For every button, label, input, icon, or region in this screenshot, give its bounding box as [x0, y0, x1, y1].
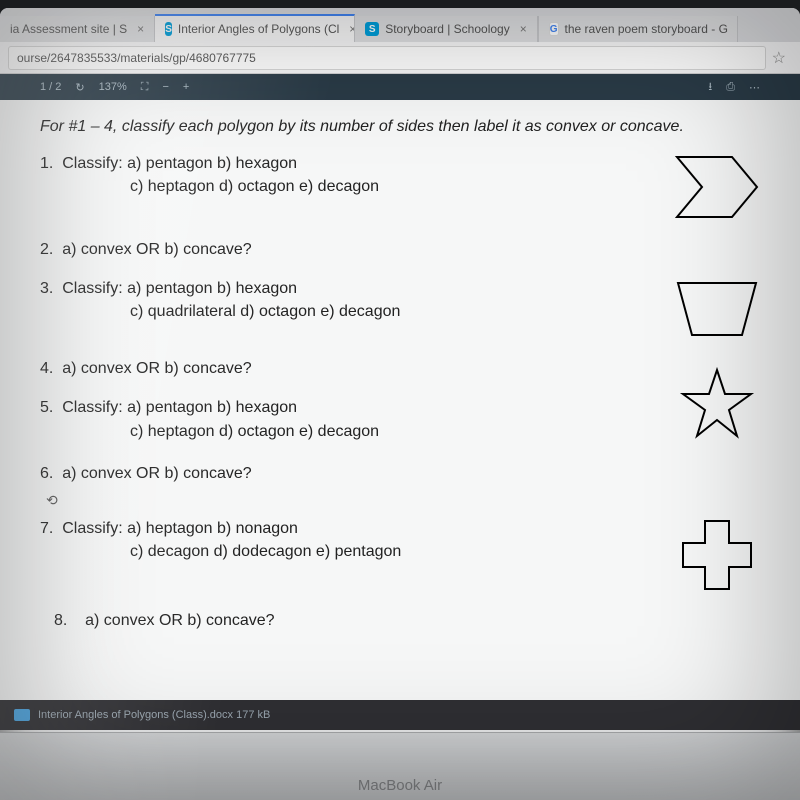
tab-label: Storyboard | Schoology	[385, 22, 510, 36]
tab-storyboard[interactable]: S Storyboard | Schoology ×	[355, 16, 538, 42]
question-3: 3. Classify: a) pentagon b) hexagon c) q…	[40, 277, 662, 323]
fit-icon[interactable]: ⛶	[141, 81, 149, 94]
folder-icon	[14, 709, 30, 721]
schoology-icon: S	[165, 22, 172, 36]
question-5: 5. Classify: a) pentagon b) hexagon c) h…	[40, 396, 662, 442]
laptop-bezel: MacBook Air	[0, 732, 800, 800]
tab-label: Interior Angles of Polygons (Cl	[178, 22, 339, 36]
instructions-text: For #1 – 4, classify each polygon by its…	[40, 118, 772, 136]
url-input[interactable]: ourse/2647835533/materials/gp/4680767775	[8, 46, 766, 70]
print-icon[interactable]: ⎙	[726, 81, 735, 94]
screen: ia Assessment site | S × S Interior Angl…	[0, 8, 800, 800]
question-4: 4. a) convex OR b) concave?	[40, 357, 662, 380]
question-7: 7. Classify: a) heptagon b) nonagon c) d…	[40, 517, 662, 563]
polygon-arrow	[662, 152, 772, 222]
schoology-icon: S	[365, 22, 379, 36]
question-2: 2. a) convex OR b) concave?	[40, 238, 662, 261]
question-8: 8. a) convex OR b) concave?	[40, 609, 662, 632]
laptop-model: MacBook Air	[358, 777, 442, 794]
question-1: 1. Classify: a) pentagon b) hexagon c) h…	[40, 152, 662, 198]
download-filename[interactable]: Interior Angles of Polygons (Class).docx…	[38, 709, 270, 721]
refresh-icon[interactable]: ⟲	[46, 492, 772, 509]
google-icon: G	[549, 22, 559, 36]
zoom-out-icon[interactable]: −	[162, 81, 168, 93]
close-icon[interactable]: ×	[520, 22, 527, 36]
browser-tabs: ia Assessment site | S × S Interior Angl…	[0, 8, 800, 42]
rotate-icon[interactable]: ↻	[75, 81, 84, 94]
zoom-level: 137%	[99, 81, 127, 93]
tab-interior-angles[interactable]: S Interior Angles of Polygons (Cl ×	[155, 14, 355, 42]
download-bar: Interior Angles of Polygons (Class).docx…	[0, 700, 800, 730]
tab-assessment[interactable]: ia Assessment site | S ×	[0, 16, 155, 42]
pdf-toolbar: 1 / 2 ↻ 137% ⛶ − + ⭳ ⎙ ⋯	[0, 74, 800, 100]
question-6: 6. a) convex OR b) concave?	[40, 462, 662, 485]
bookmark-star-icon[interactable]: ☆	[766, 48, 792, 68]
url-bar: ourse/2647835533/materials/gp/4680767775…	[0, 42, 800, 74]
polygon-cross	[662, 517, 772, 593]
polygon-star	[662, 366, 772, 446]
more-icon[interactable]: ⋯	[749, 81, 760, 94]
page-indicator: 1 / 2	[40, 81, 61, 93]
download-icon[interactable]: ⭳	[708, 78, 712, 97]
close-icon[interactable]: ×	[137, 22, 144, 36]
tab-label: the raven poem storyboard - G	[565, 22, 728, 36]
document-content: For #1 – 4, classify each polygon by its…	[0, 100, 800, 720]
zoom-in-icon[interactable]: +	[183, 81, 189, 93]
tab-raven-poem[interactable]: G the raven poem storyboard - G	[538, 16, 738, 42]
polygon-trapezoid	[662, 277, 772, 341]
tab-label: ia Assessment site | S	[10, 22, 127, 36]
